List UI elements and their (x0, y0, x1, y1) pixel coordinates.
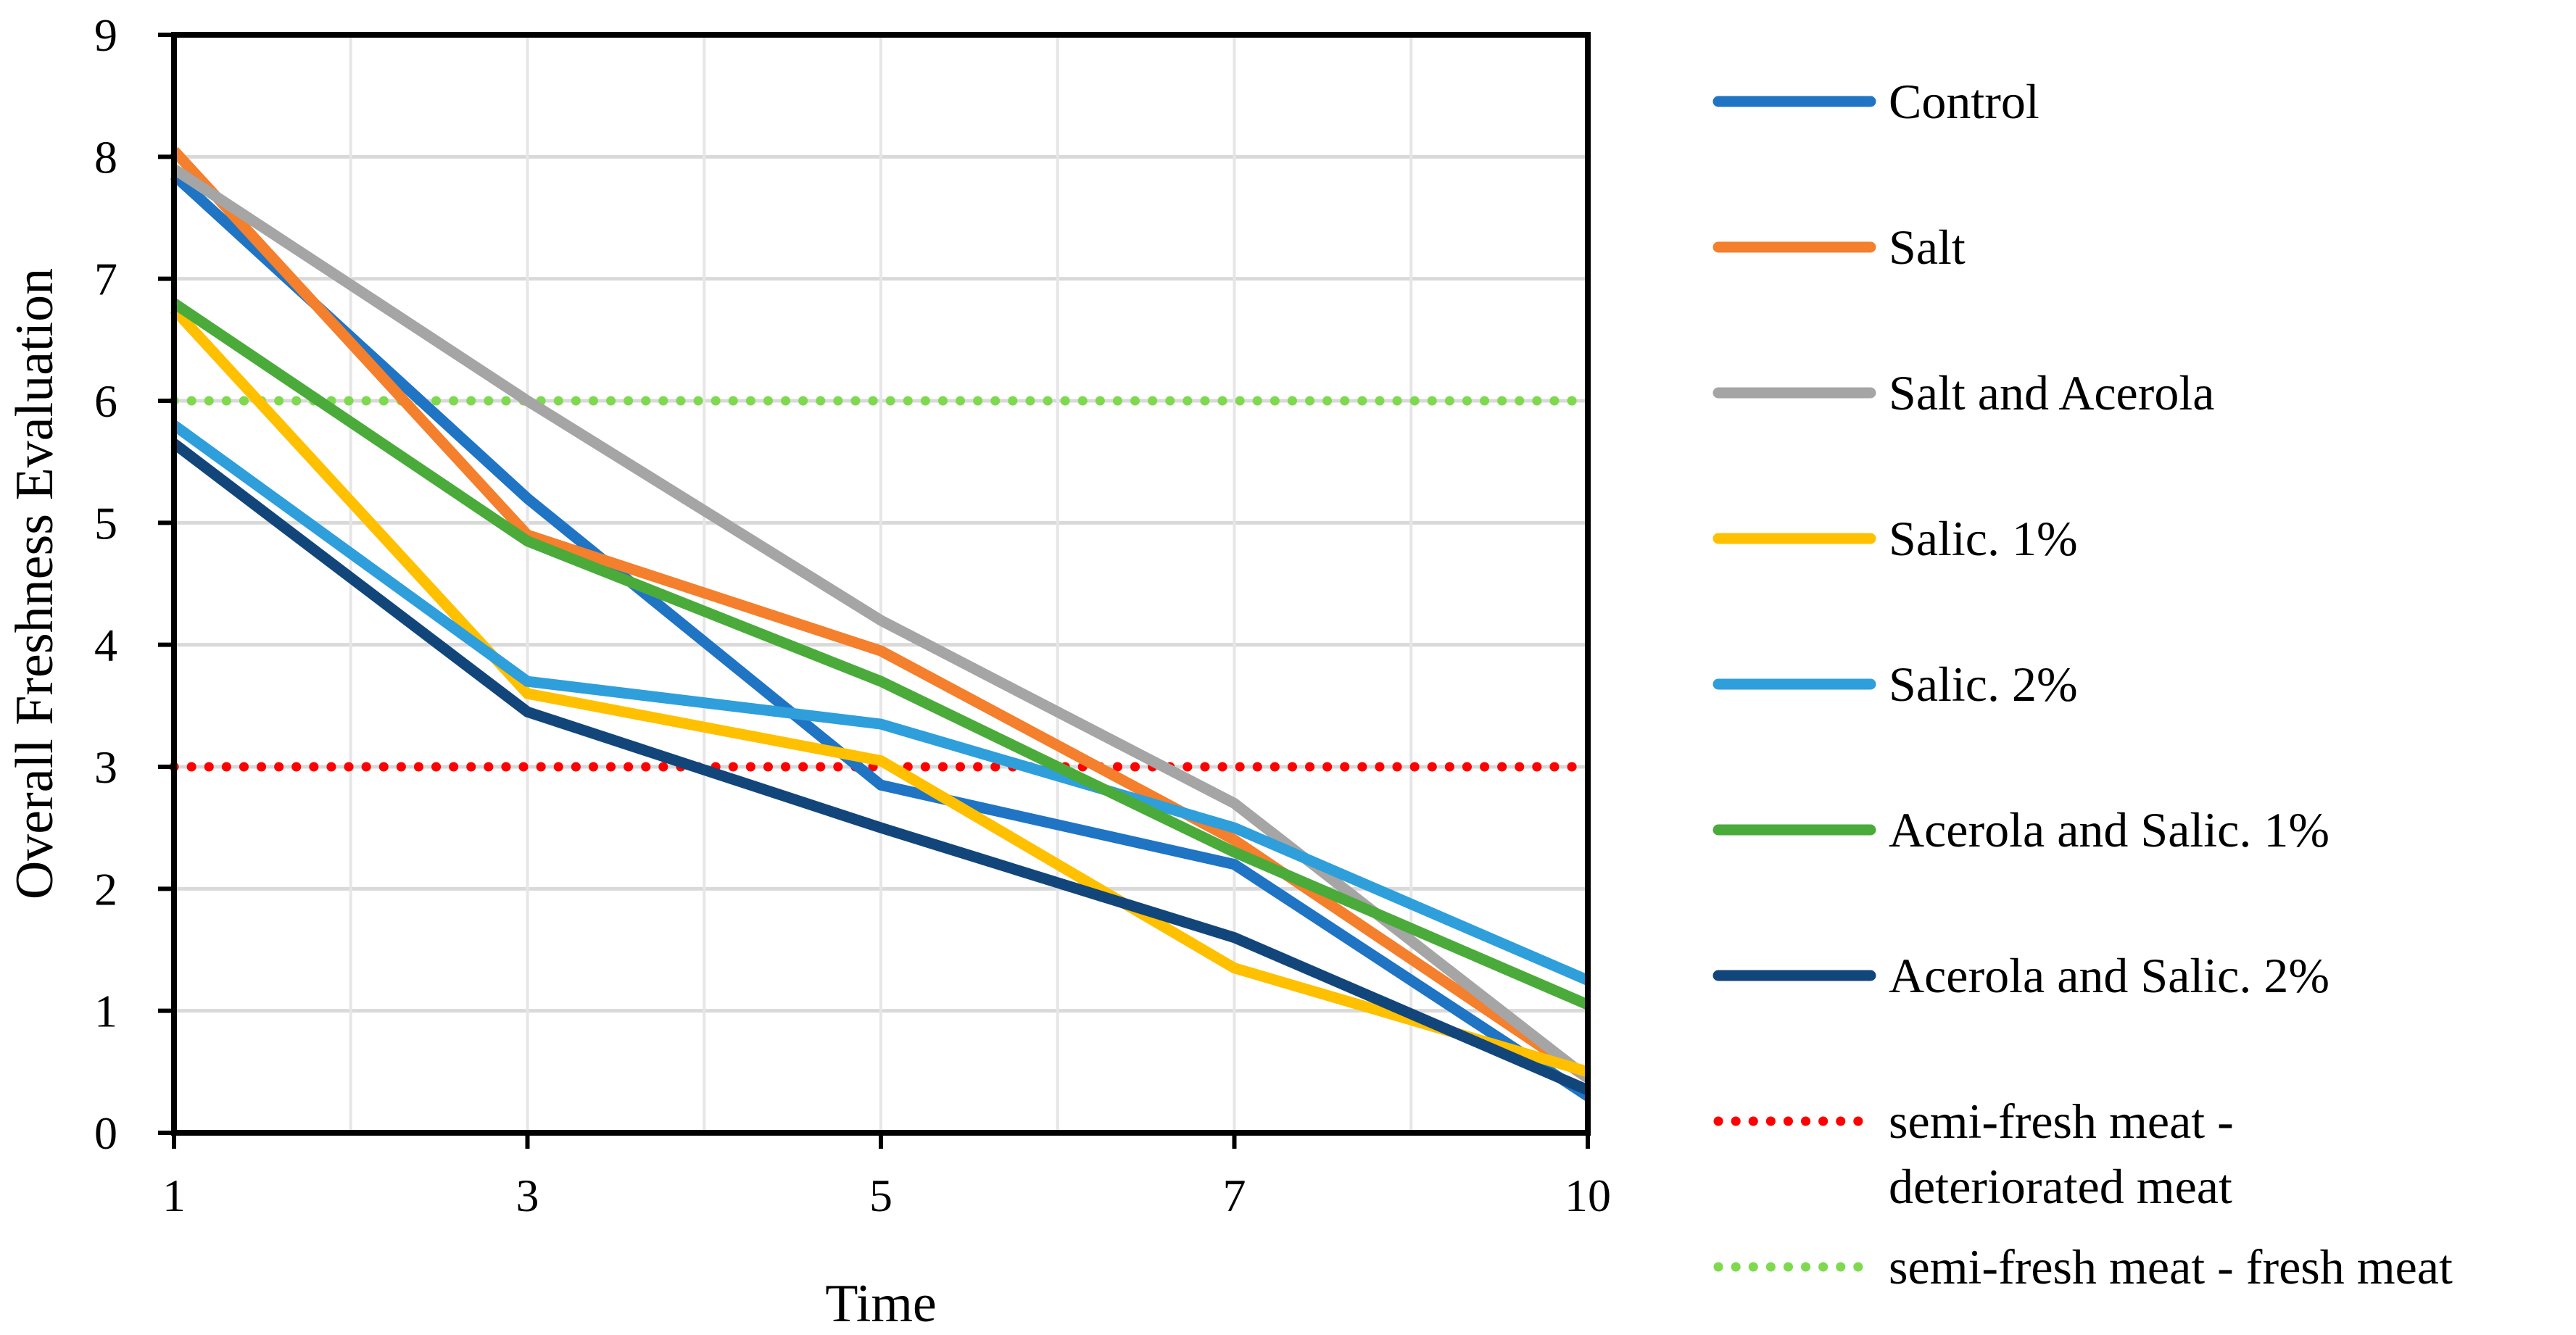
legend-label-3: Salic. 1% (1889, 511, 2078, 566)
x-tick-label: 7 (1223, 1170, 1246, 1221)
y-tick-label: 9 (94, 9, 117, 61)
legend-label-1: Salt (1889, 220, 1966, 275)
legend: Control Salt Salt and Acerola Salic. 1% Sali… (1712, 74, 2453, 1294)
legend-label-6: Acerola and Salic. 2% (1889, 948, 2329, 1003)
gridlines (174, 33, 1588, 1135)
legend-label-8: semi-fresh meat - fresh meat (1889, 1239, 2453, 1294)
x-tick-label: 10 (1565, 1170, 1611, 1221)
series-line-3 (170, 305, 1590, 1078)
series-line-4 (170, 420, 1590, 986)
x-tick-label: 1 (162, 1170, 186, 1221)
series-line-1 (170, 146, 1591, 1083)
legend-label-7: semi-fresh meat -deteriorated meat (1889, 1094, 2234, 1214)
y-tick-label: 3 (94, 741, 117, 793)
x-axis-ticks: 1 3 5 7 10 (162, 1133, 1611, 1221)
y-axis-title: Overall Freshness Evaluation (5, 268, 65, 899)
legend-label-5: Acerola and Salic. 1% (1889, 802, 2329, 857)
series-lines (169, 146, 1593, 1101)
series-line-6 (170, 438, 1590, 1095)
y-tick-label: 2 (94, 863, 117, 915)
x-axis-title: Time (825, 1274, 937, 1334)
y-tick-label: 5 (94, 497, 117, 549)
y-axis-ticks: 0 1 2 3 4 5 6 7 8 9 (94, 9, 174, 1159)
legend-label-0: Control (1889, 74, 2039, 129)
y-tick-label: 6 (94, 375, 117, 427)
y-tick-label: 1 (94, 986, 117, 1037)
y-tick-label: 0 (94, 1107, 117, 1159)
y-tick-label: 7 (94, 254, 117, 305)
series-line-0 (170, 171, 1591, 1101)
y-tick-label: 4 (94, 620, 117, 671)
y-tick-label: 8 (94, 131, 117, 183)
x-tick-label: 5 (869, 1170, 893, 1221)
legend-label-4: Salic. 2% (1889, 657, 2078, 712)
legend-label-2: Salt and Acerola (1889, 365, 2214, 420)
series-line-5 (170, 299, 1590, 1010)
x-tick-label: 3 (516, 1170, 539, 1221)
series-line-2 (170, 164, 1591, 1083)
